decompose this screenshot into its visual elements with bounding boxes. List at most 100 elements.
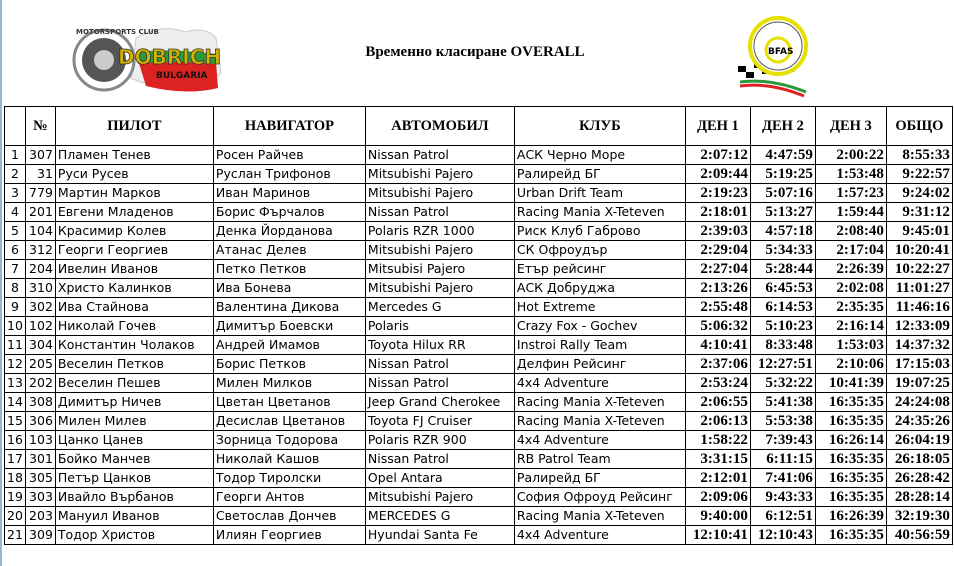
cell-day1: 9:40:00 [684, 506, 751, 526]
cell-day1: 2:29:04 [684, 240, 751, 260]
cell-position: 21 [4, 525, 26, 545]
cell-day2: 5:41:38 [749, 392, 816, 412]
cell-day2: 7:39:43 [749, 430, 816, 450]
cell-day2: 5:32:22 [749, 373, 816, 393]
dobrich-club-logo: MOTORSPORTS CLUB DOBRICH BULGARIA [72, 28, 222, 92]
cell-car: Mitsubishi Pajero [364, 183, 515, 203]
cell-pilot: Николай Гочев [54, 316, 214, 336]
cell-day3: 2:16:14 [814, 316, 887, 336]
cell-day1: 5:06:32 [684, 316, 751, 336]
cell-number: 308 [24, 392, 56, 412]
cell-total: 12:33:09 [885, 316, 953, 336]
cell-club: Crazy Fox - Gochev [513, 316, 686, 336]
column-header-day2: ДЕН 2 [749, 106, 816, 146]
cell-navigator: Денка Йорданова [212, 221, 366, 241]
cell-position: 1 [4, 145, 26, 165]
cell-navigator: Борис Петков [212, 354, 366, 374]
cell-day3: 2:02:08 [814, 278, 887, 298]
cell-pilot: Евгени Младенов [54, 202, 214, 222]
cell-position: 8 [4, 278, 26, 298]
cell-position: 10 [4, 316, 26, 336]
cell-navigator: Андрей Имамов [212, 335, 366, 355]
cell-pilot: Димитър Ничев [54, 392, 214, 412]
svg-text:BFAS: BFAS [768, 47, 793, 57]
cell-day3: 1:59:44 [814, 202, 887, 222]
cell-day1: 2:06:13 [684, 411, 751, 431]
cell-position: 11 [4, 335, 26, 355]
table-row: 14 308 Димитър Ничев Цветан Цветанов Jeep Gr… [4, 392, 953, 412]
cell-day1: 2:53:24 [684, 373, 751, 393]
cell-day1: 12:10:41 [684, 525, 751, 545]
cell-day2: 5:28:44 [749, 259, 816, 279]
cell-total: 26:28:42 [885, 468, 953, 488]
cell-club: Риск Клуб Габрово [513, 221, 686, 241]
cell-day3: 16:35:35 [814, 449, 887, 469]
cell-club: 4x4 Adventure [513, 373, 686, 393]
cell-day2: 6:11:15 [749, 449, 816, 469]
cell-day3: 1:53:03 [814, 335, 887, 355]
cell-day2: 12:10:43 [749, 525, 816, 545]
cell-number: 205 [24, 354, 56, 374]
cell-club: Етър рейсинг [513, 259, 686, 279]
cell-day1: 2:06:55 [684, 392, 751, 412]
table-row: 10 102 Николай Гочев Димитър Боевски Polaris… [4, 316, 953, 336]
cell-car: Polaris RZR 900 [364, 430, 515, 450]
svg-text:DOBRICH: DOBRICH [118, 45, 221, 69]
cell-day1: 1:58:22 [684, 430, 751, 450]
cell-car: Toyota FJ Cruiser [364, 411, 515, 431]
cell-position: 5 [4, 221, 26, 241]
cell-position: 9 [4, 297, 26, 317]
table-row: 17 301 Бойко Манчев Николай Кашов Nissan Pat… [4, 449, 953, 469]
column-header-day1: ДЕН 1 [684, 106, 751, 146]
cell-position: 17 [4, 449, 26, 469]
cell-day2: 5:10:23 [749, 316, 816, 336]
cell-navigator: Светослав Дончев [212, 506, 366, 526]
cell-day1: 2:07:12 [684, 145, 751, 165]
cell-club: Instroi Rally Team [513, 335, 686, 355]
cell-day2: 6:12:51 [749, 506, 816, 526]
table-row: 7 204 Ивелин Иванов Петко Петков Mitsubisi P… [4, 259, 953, 279]
column-header-navigator: НАВИГАТОР [212, 106, 366, 146]
cell-club: 4x4 Adventure [513, 525, 686, 545]
cell-pilot: Милен Милев [54, 411, 214, 431]
cell-number: 305 [24, 468, 56, 488]
cell-total: 26:18:05 [885, 449, 953, 469]
cell-total: 11:46:16 [885, 297, 953, 317]
cell-day2: 6:14:53 [749, 297, 816, 317]
cell-club: СК Офроудър [513, 240, 686, 260]
table-row: 3 779 Мартин Марков Иван Маринов Mitsubishi … [4, 183, 953, 203]
cell-car: Opel Antara [364, 468, 515, 488]
table-row: 11 304 Константин Чолаков Андрей Имамов Toyo… [4, 335, 953, 355]
cell-car: Mercedes G [364, 297, 515, 317]
cell-position: 20 [4, 506, 26, 526]
cell-club: Racing Mania X-Teteven [513, 392, 686, 412]
cell-number: 301 [24, 449, 56, 469]
cell-day2: 5:19:25 [749, 164, 816, 184]
cell-day1: 2:09:06 [684, 487, 751, 507]
cell-day2: 9:43:33 [749, 487, 816, 507]
cell-day1: 2:27:04 [684, 259, 751, 279]
cell-navigator: Георги Антов [212, 487, 366, 507]
cell-club: Ралирейд БГ [513, 468, 686, 488]
cell-day3: 16:26:39 [814, 506, 887, 526]
cell-position: 2 [4, 164, 26, 184]
cell-position: 12 [4, 354, 26, 374]
cell-day1: 4:10:41 [684, 335, 751, 355]
column-header-club: КЛУБ [513, 106, 686, 146]
cell-total: 11:01:27 [885, 278, 953, 298]
cell-day1: 2:09:44 [684, 164, 751, 184]
cell-club: Делфин Рейсинг [513, 354, 686, 374]
cell-day1: 2:12:01 [684, 468, 751, 488]
cell-car: Nissan Patrol [364, 202, 515, 222]
cell-day2: 5:34:33 [749, 240, 816, 260]
cell-position: 16 [4, 430, 26, 450]
cell-day3: 2:35:35 [814, 297, 887, 317]
table-row: 13 202 Веселин Пешев Милен Милков Nissan Pat… [4, 373, 953, 393]
cell-club: 4x4 Adventure [513, 430, 686, 450]
table-row: 20 203 Мануил Иванов Светослав Дончев MERCED… [4, 506, 953, 526]
cell-navigator: Цветан Цветанов [212, 392, 366, 412]
column-header-car: АВТОМОБИЛ [364, 106, 515, 146]
cell-navigator: Тодор Тиролски [212, 468, 366, 488]
cell-car: Nissan Patrol [364, 373, 515, 393]
cell-navigator: Ива Бонева [212, 278, 366, 298]
